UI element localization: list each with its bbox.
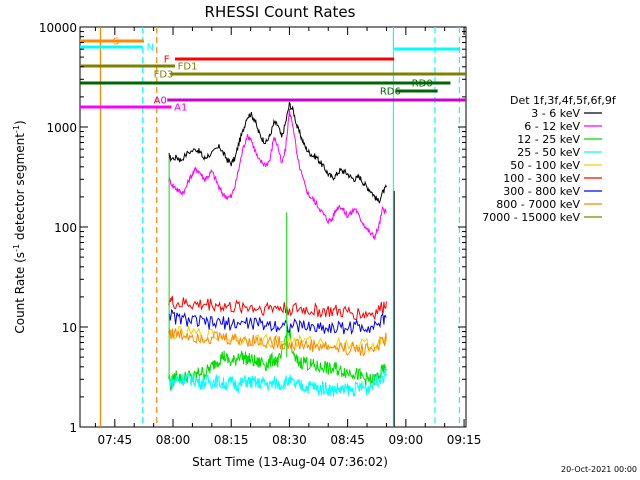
- flag-label-rd0: RD0: [412, 79, 433, 90]
- y-label-sup2: -1: [12, 125, 21, 133]
- series-line-0: [168, 101, 387, 204]
- series-line-6: [168, 308, 387, 335]
- x-tick-label-0800: 08:00: [156, 433, 191, 447]
- flag-label-a1: A1: [174, 103, 187, 114]
- x-tick-label-0815: 08:15: [214, 433, 249, 447]
- series-line-1: [168, 108, 387, 240]
- x-tick-label-0745: 07:45: [98, 433, 133, 447]
- legend-entry-label-4: 50 - 100 keV: [510, 159, 580, 172]
- y-label-end: ): [13, 120, 27, 125]
- y-tick-label-10: 10: [62, 321, 77, 335]
- y-label-main: Count Rate (s: [13, 252, 27, 334]
- flag-label-a0: A0: [154, 96, 167, 107]
- y-tick-label-10000: 10000: [39, 21, 77, 35]
- flag-label-rd6: RD6: [380, 87, 401, 98]
- x-axis-ticks: 07:45 08:00 08:15 08:30 08:45 09:00 09:15: [94, 27, 482, 447]
- series-line-7: [168, 328, 387, 357]
- series-line-4: [168, 325, 387, 354]
- y-label-sup1: -1: [12, 244, 21, 252]
- flag-label-fd3: FD3: [154, 70, 174, 81]
- legend-entry-label-6: 300 - 800 keV: [503, 185, 580, 198]
- flag-label-n: N: [147, 43, 154, 54]
- x-tick-label-0830: 08:30: [272, 433, 307, 447]
- x-tick-label-0845: 08:45: [330, 433, 365, 447]
- chart-title: RHESSI Count Rates: [205, 3, 356, 21]
- series-line-2: [168, 328, 387, 391]
- y-axis-ticks: 1 10 100 1000 10000: [39, 21, 466, 435]
- data-series: [168, 101, 395, 427]
- legend-entry-label-8: 7000 - 15000 keV: [482, 211, 580, 224]
- x-tick-label-0915: 09:15: [447, 433, 482, 447]
- footer-date: 20-Oct-2021 00:00: [561, 465, 637, 474]
- legend-entry-label-1: 6 - 12 keV: [524, 120, 580, 133]
- series-line-5: [168, 295, 387, 321]
- y-tick-label-1000: 1000: [46, 121, 77, 135]
- legend-entry-label-7: 800 - 7000 keV: [496, 198, 580, 211]
- x-tick-label-0900: 09:00: [389, 433, 424, 447]
- series-line-3: [168, 367, 387, 397]
- y-label-mid: detector segment: [13, 133, 27, 244]
- y-tick-label-1: 1: [69, 421, 77, 435]
- flag-label-fd1: FD1: [178, 62, 198, 73]
- flag-label-f: F: [164, 55, 170, 66]
- x-axis-label: Start Time (13-Aug-04 07:36:02): [192, 455, 388, 469]
- legend-entry-label-5: 100 - 300 keV: [503, 172, 580, 185]
- y-axis-label: Count Rate (s-1 detector segment-1): [12, 120, 27, 333]
- legend-entry-label-2: 12 - 25 keV: [517, 133, 580, 146]
- legend-entry-label-0: 3 - 6 keV: [531, 107, 580, 120]
- flag-bars: S NF FD1 FD3 RD0 RD6 A0 A1: [80, 37, 466, 114]
- y-tick-label-100: 100: [54, 221, 77, 235]
- legend-title: Det 1f,3f,4f,5f,6f,9f: [510, 94, 617, 107]
- flag-label-s: S: [113, 37, 119, 48]
- legend-entry-label-3: 25 - 50 keV: [517, 146, 580, 159]
